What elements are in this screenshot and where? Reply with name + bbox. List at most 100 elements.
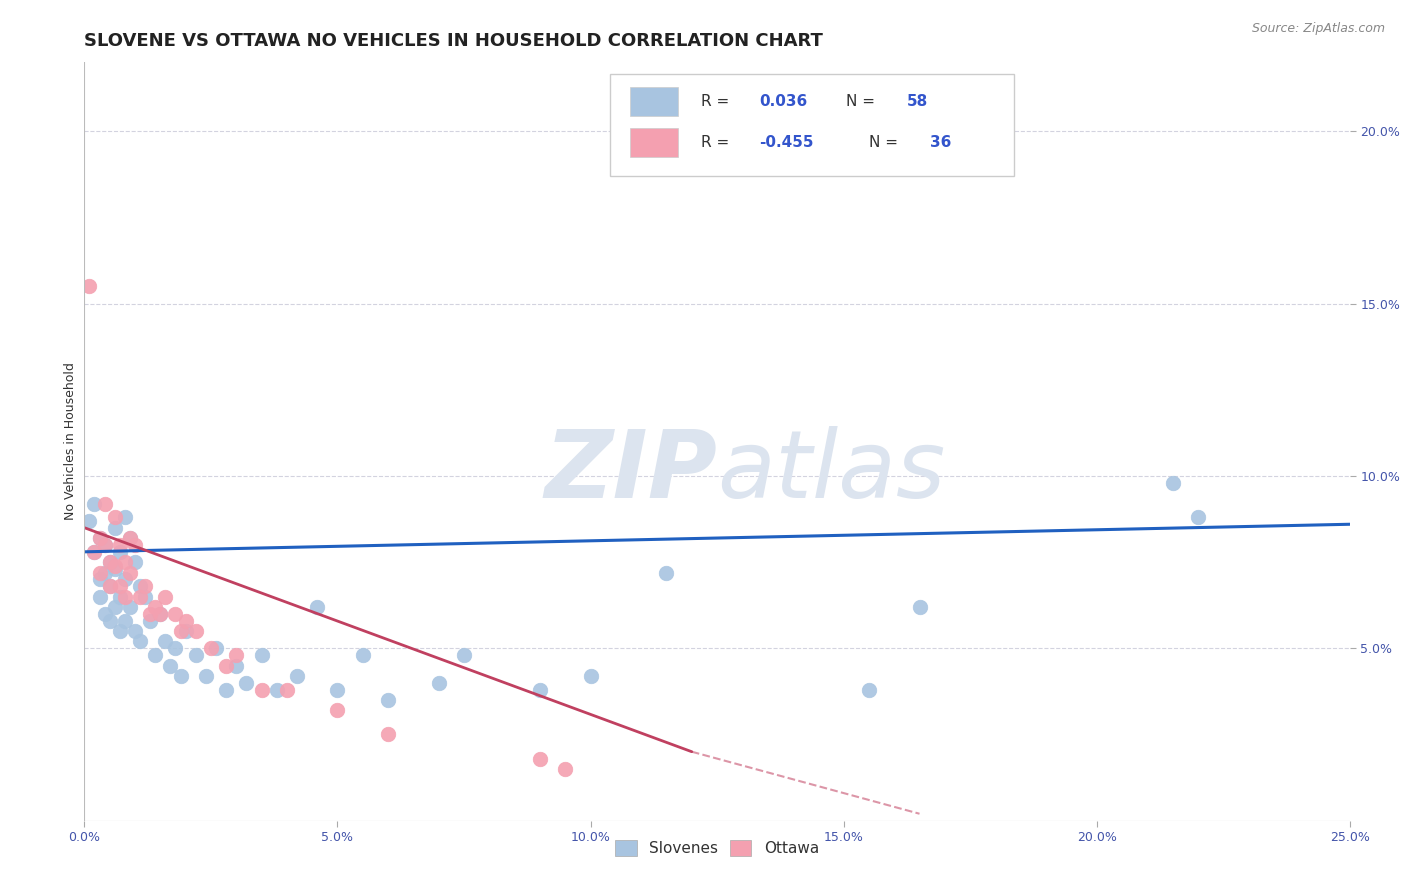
Point: [114, 614, 136, 628]
Point: [200, 641, 222, 656]
Point: [114, 510, 136, 524]
Point: [89, 531, 111, 545]
Point: [79, 514, 101, 528]
Point: [93, 538, 115, 552]
Point: [174, 624, 197, 639]
Text: N =: N =: [869, 136, 903, 151]
Point: [326, 703, 349, 717]
Point: [79, 279, 101, 293]
Point: [529, 682, 551, 697]
Point: [108, 590, 131, 604]
Text: -0.455: -0.455: [759, 136, 813, 151]
Point: [169, 669, 191, 683]
Point: [129, 579, 152, 593]
Point: [104, 558, 127, 573]
Point: [83, 545, 105, 559]
Point: [529, 751, 551, 765]
Point: [215, 658, 238, 673]
Point: [98, 555, 121, 569]
Point: [118, 531, 141, 545]
Point: [908, 599, 931, 614]
Point: [108, 624, 131, 639]
Point: [155, 634, 177, 648]
Point: [83, 545, 105, 559]
Point: [554, 762, 576, 776]
Point: [453, 648, 475, 663]
Point: [98, 579, 121, 593]
Text: R =: R =: [700, 136, 734, 151]
Point: [377, 693, 399, 707]
Point: [858, 682, 880, 697]
Point: [93, 566, 115, 580]
Point: [307, 599, 329, 614]
Point: [165, 607, 187, 621]
Point: [352, 648, 374, 663]
Point: [139, 607, 162, 621]
Point: [124, 538, 146, 552]
Point: [149, 607, 172, 621]
FancyBboxPatch shape: [610, 74, 1015, 177]
FancyBboxPatch shape: [630, 128, 678, 157]
Point: [143, 648, 166, 663]
Point: [326, 682, 349, 697]
Point: [1161, 475, 1184, 490]
Point: [134, 590, 156, 604]
Point: [104, 521, 127, 535]
Point: [104, 510, 127, 524]
Point: [134, 579, 156, 593]
Point: [215, 682, 238, 697]
Point: [89, 573, 111, 587]
Point: [108, 545, 131, 559]
Point: [89, 566, 111, 580]
Point: [139, 614, 162, 628]
Point: [108, 538, 131, 552]
Point: [250, 648, 273, 663]
Point: [98, 579, 121, 593]
Point: [235, 675, 257, 690]
Point: [124, 555, 146, 569]
Point: [184, 624, 207, 639]
Y-axis label: No Vehicles in Household: No Vehicles in Household: [65, 363, 77, 520]
Point: [655, 566, 678, 580]
Point: [108, 579, 131, 593]
Point: [93, 497, 115, 511]
Point: [427, 675, 450, 690]
Point: [129, 590, 152, 604]
Point: [89, 531, 111, 545]
Point: [118, 599, 141, 614]
Point: [98, 614, 121, 628]
Point: [184, 648, 207, 663]
Point: [114, 555, 136, 569]
Text: 0.036: 0.036: [759, 95, 807, 110]
Point: [118, 566, 141, 580]
Legend: Slovenes, Ottawa: Slovenes, Ottawa: [609, 833, 825, 863]
Point: [114, 590, 136, 604]
Text: R =: R =: [700, 95, 734, 110]
Point: [205, 641, 228, 656]
Point: [129, 634, 152, 648]
Point: [174, 614, 197, 628]
Text: 58: 58: [907, 95, 928, 110]
Point: [89, 590, 111, 604]
Point: [98, 555, 121, 569]
Point: [285, 669, 308, 683]
FancyBboxPatch shape: [630, 87, 678, 116]
Point: [93, 607, 115, 621]
Point: [276, 682, 298, 697]
Point: [165, 641, 187, 656]
Point: [124, 624, 146, 639]
Text: 36: 36: [929, 136, 950, 151]
Point: [83, 497, 105, 511]
Point: [225, 658, 247, 673]
Point: [1187, 510, 1209, 524]
Point: [143, 599, 166, 614]
Point: [93, 538, 115, 552]
Point: [225, 648, 247, 663]
Point: [114, 573, 136, 587]
Text: Source: ZipAtlas.com: Source: ZipAtlas.com: [1251, 22, 1385, 36]
Point: [194, 669, 217, 683]
Text: atlas: atlas: [717, 426, 945, 517]
Point: [104, 599, 127, 614]
Point: [250, 682, 273, 697]
Text: N =: N =: [846, 95, 880, 110]
